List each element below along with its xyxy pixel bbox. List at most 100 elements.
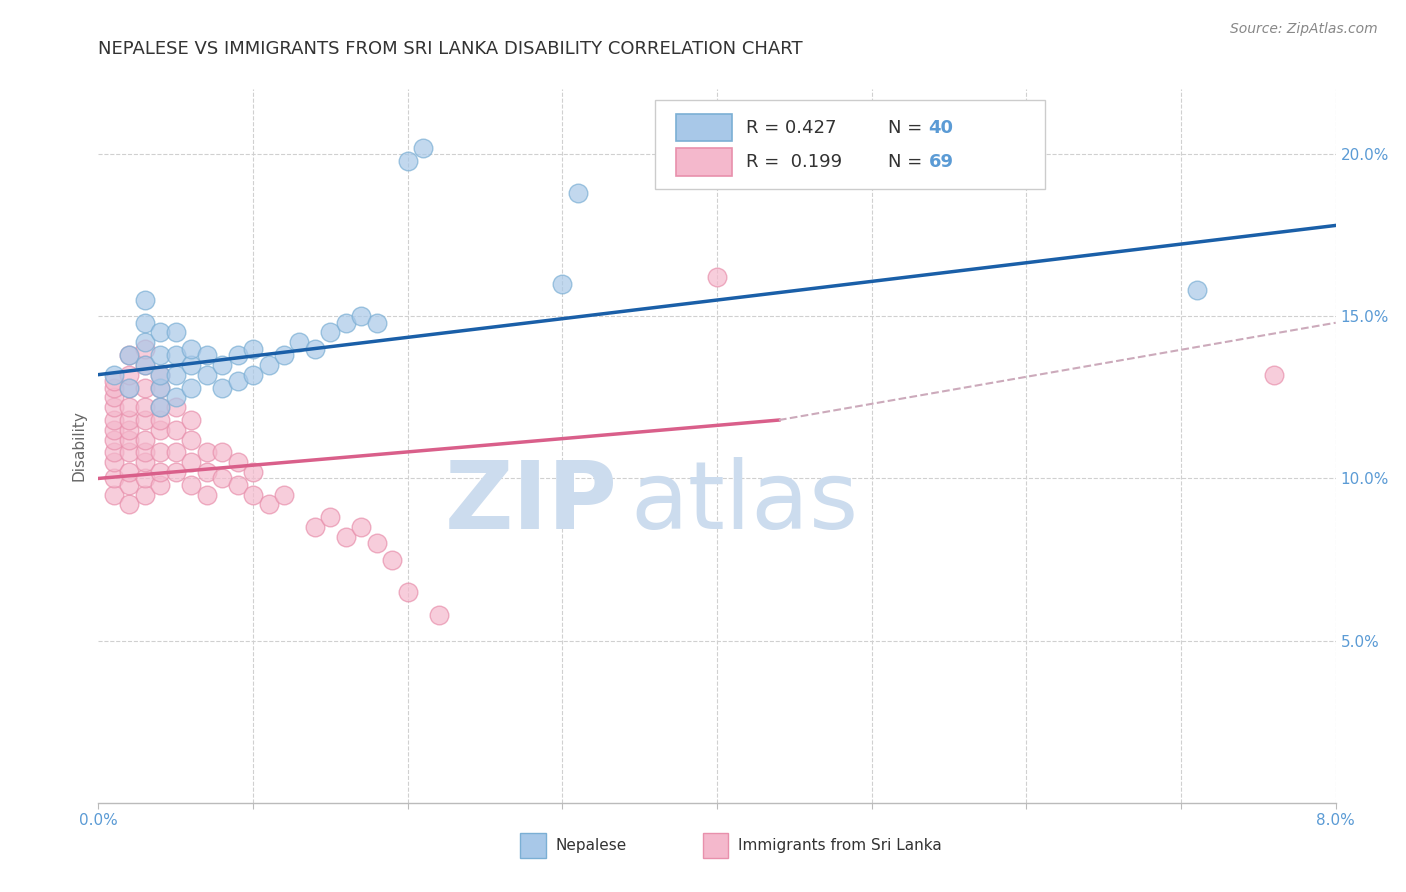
Text: Source: ZipAtlas.com: Source: ZipAtlas.com	[1230, 22, 1378, 37]
Point	[257, 497, 280, 511]
Text: Nepalese: Nepalese	[555, 838, 627, 853]
Point	[103, 471, 125, 485]
Point	[195, 348, 218, 362]
Point	[180, 433, 202, 447]
Point	[180, 455, 202, 469]
Point	[350, 520, 373, 534]
Point	[103, 390, 125, 404]
Text: N =: N =	[887, 119, 928, 136]
Point	[134, 316, 156, 330]
Point	[118, 348, 141, 362]
Point	[335, 316, 357, 330]
Point	[149, 381, 172, 395]
Point	[396, 585, 419, 599]
Point	[118, 413, 141, 427]
Point	[304, 520, 326, 534]
Text: R =  0.199: R = 0.199	[745, 153, 842, 171]
Point	[551, 277, 574, 291]
FancyBboxPatch shape	[676, 114, 733, 141]
Point	[134, 488, 156, 502]
Point	[103, 455, 125, 469]
Point	[366, 536, 388, 550]
Text: R = 0.427: R = 0.427	[745, 119, 837, 136]
Point	[396, 153, 419, 168]
Point	[134, 335, 156, 350]
Point	[165, 368, 187, 382]
FancyBboxPatch shape	[655, 100, 1045, 189]
Point	[1185, 283, 1208, 297]
Point	[180, 478, 202, 492]
Point	[211, 358, 233, 372]
Point	[242, 368, 264, 382]
Point	[118, 465, 141, 479]
Point	[1263, 368, 1285, 382]
Point	[118, 433, 141, 447]
Text: ZIP: ZIP	[446, 457, 619, 549]
Point	[118, 400, 141, 414]
Point	[412, 140, 434, 154]
Point	[335, 530, 357, 544]
Point	[103, 433, 125, 447]
Point	[319, 510, 342, 524]
Point	[165, 400, 187, 414]
Y-axis label: Disability: Disability	[72, 410, 87, 482]
Point	[103, 381, 125, 395]
Point	[134, 400, 156, 414]
Point	[242, 342, 264, 356]
Point	[134, 358, 156, 372]
Point	[195, 488, 218, 502]
Point	[149, 326, 172, 340]
Point	[118, 423, 141, 437]
Point	[103, 400, 125, 414]
Point	[118, 381, 141, 395]
Point	[195, 445, 218, 459]
Point	[165, 348, 187, 362]
Point	[180, 381, 202, 395]
Point	[427, 607, 450, 622]
Point	[211, 445, 233, 459]
Point	[103, 374, 125, 388]
Point	[211, 381, 233, 395]
Point	[242, 488, 264, 502]
Point	[149, 465, 172, 479]
Point	[165, 465, 187, 479]
Point	[165, 423, 187, 437]
Point	[226, 455, 249, 469]
Point	[103, 423, 125, 437]
Point	[273, 348, 295, 362]
Point	[319, 326, 342, 340]
Point	[134, 445, 156, 459]
Point	[118, 348, 141, 362]
Point	[149, 368, 172, 382]
Text: 40: 40	[928, 119, 953, 136]
Text: N =: N =	[887, 153, 928, 171]
Point	[195, 465, 218, 479]
Point	[226, 374, 249, 388]
Text: Immigrants from Sri Lanka: Immigrants from Sri Lanka	[738, 838, 942, 853]
Point	[118, 381, 141, 395]
Point	[706, 270, 728, 285]
Point	[226, 478, 249, 492]
Point	[118, 478, 141, 492]
Point	[103, 445, 125, 459]
Point	[366, 316, 388, 330]
Point	[304, 342, 326, 356]
Point	[149, 413, 172, 427]
Point	[288, 335, 311, 350]
Point	[103, 368, 125, 382]
Point	[149, 400, 172, 414]
Point	[180, 358, 202, 372]
Point	[165, 326, 187, 340]
Point	[257, 358, 280, 372]
Point	[134, 413, 156, 427]
Text: 69: 69	[928, 153, 953, 171]
Point	[180, 413, 202, 427]
FancyBboxPatch shape	[676, 148, 733, 176]
Point	[165, 445, 187, 459]
Point	[381, 552, 404, 566]
Point	[195, 368, 218, 382]
Point	[149, 400, 172, 414]
Point	[118, 497, 141, 511]
Point	[149, 368, 172, 382]
Point	[118, 445, 141, 459]
